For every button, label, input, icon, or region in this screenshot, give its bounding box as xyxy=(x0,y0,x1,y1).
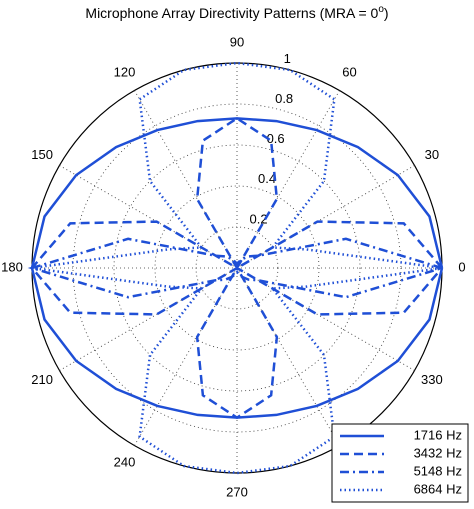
theta-tick-label: 180 xyxy=(1,259,23,274)
series-line xyxy=(31,61,443,475)
legend-label: 5148 Hz xyxy=(414,463,462,478)
title-end: ) xyxy=(384,5,389,21)
theta-tick-label: 60 xyxy=(342,65,356,80)
chart-title: Microphone Array Directivity Patterns (M… xyxy=(85,4,388,21)
theta-tick-label: 210 xyxy=(31,372,53,387)
theta-tick-label: 120 xyxy=(114,65,136,80)
r-tick-label: 0.6 xyxy=(267,131,285,146)
theta-tick-label: 30 xyxy=(425,147,439,162)
legend-label: 6864 Hz xyxy=(414,481,462,496)
title-superscript: o xyxy=(378,4,384,15)
grid-circle xyxy=(154,185,320,351)
title-main: Microphone Array Directivity Patterns (M… xyxy=(85,5,378,21)
theta-tick-label: 330 xyxy=(421,372,443,387)
theta-tick-label: 150 xyxy=(31,147,53,162)
r-tick-label: 0.4 xyxy=(258,171,276,186)
theta-tick-label: 0 xyxy=(458,259,465,274)
theta-tick-label: 270 xyxy=(226,484,248,499)
grid-circle xyxy=(113,144,361,392)
r-tick-label: 1 xyxy=(284,51,291,66)
r-tick-label: 0.8 xyxy=(275,91,293,106)
r-tick-label: 0.2 xyxy=(250,211,268,226)
theta-tick-label: 90 xyxy=(230,34,244,49)
theta-tick-label: 240 xyxy=(114,454,136,469)
legend-label: 3432 Hz xyxy=(414,445,462,460)
legend-label: 1716 Hz xyxy=(414,427,462,442)
grid-spoke xyxy=(236,267,340,446)
